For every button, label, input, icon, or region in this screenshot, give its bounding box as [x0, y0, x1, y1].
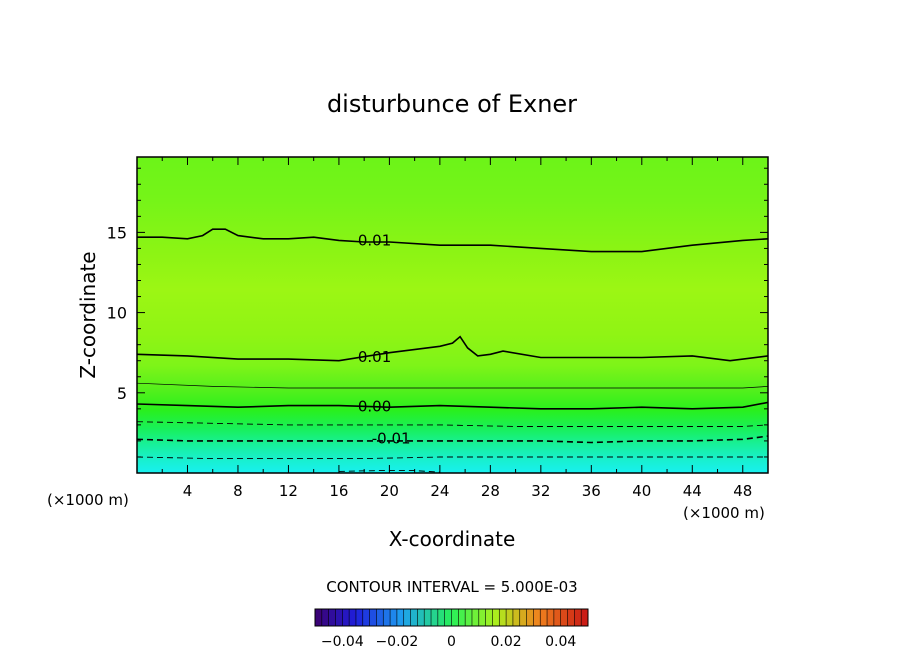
colorbar-swatch — [458, 609, 466, 626]
colorbar-swatch — [376, 609, 384, 626]
colorbar-swatch — [417, 609, 425, 626]
colorbar-swatch — [369, 609, 377, 626]
colorbar-swatch — [431, 609, 439, 626]
contour-label: 0.00 — [358, 398, 391, 416]
colorbar-swatch — [547, 609, 555, 626]
colorbar-swatch — [437, 609, 446, 626]
contour-label: 0.01 — [358, 232, 391, 250]
plot-area: 0.010.010.00-0.01 4 8 12 16 20 24 28 32 36 40 44 48… — [107, 156, 769, 500]
x-axis-unit: (×1000 m) — [683, 504, 765, 522]
x-tick-label: 4 — [183, 482, 193, 500]
contour-line — [137, 228, 768, 253]
colorbar-swatch — [499, 609, 507, 626]
plot-frame — [136, 156, 769, 474]
y-tick-label: 5 — [117, 384, 127, 403]
contour-lines — [137, 228, 768, 473]
colorbar-swatch — [574, 609, 582, 626]
colorbar-swatch — [567, 609, 575, 626]
colorbar-swatch — [526, 609, 534, 626]
contour-line — [137, 401, 768, 410]
x-tick-label: 48 — [733, 482, 752, 500]
colorbar-tick-labels: −0.04 −0.02 0 0.02 0.04 — [321, 634, 577, 650]
colorbar-swatch — [553, 609, 562, 626]
colorbar-swatch — [410, 609, 418, 626]
contour-label: 0.01 — [358, 348, 391, 366]
chart-title: disturbunce of Exner — [327, 90, 577, 118]
y-axis-unit: (×1000 m) — [47, 491, 129, 509]
contour-interval-text: CONTOUR INTERVAL = 5.000E-03 — [326, 578, 577, 596]
colorbar-tick-label: 0.04 — [545, 634, 576, 650]
x-tick-label: 24 — [430, 482, 449, 500]
y-axis-label: Z-coordinate — [76, 251, 100, 378]
colorbar-swatch — [512, 609, 521, 626]
colorbar-tick-label: 0.02 — [491, 634, 522, 650]
colorbar-swatch — [383, 609, 391, 626]
colorbar-swatch — [355, 609, 364, 626]
contour-labels: 0.01 0.01 0.00 -0.01 — [358, 232, 411, 448]
x-tick-label: 8 — [233, 482, 243, 500]
x-tick-label: 44 — [683, 482, 702, 500]
y-tick-label: 15 — [107, 223, 127, 242]
colorbar-swatch — [471, 609, 480, 626]
colorbar-swatch — [581, 609, 589, 626]
colorbar-frame — [314, 608, 589, 627]
colorbar-swatch — [492, 609, 500, 626]
colorbar-swatch — [465, 609, 473, 626]
colorbar-swatch — [451, 609, 459, 626]
colorbar-swatch — [321, 609, 330, 626]
colorbar-swatch — [362, 609, 371, 626]
contour-line — [137, 335, 768, 362]
x-tick-label: 36 — [582, 482, 601, 500]
colorbar-tick-label: −0.02 — [375, 634, 418, 650]
colorbar-swatch — [533, 609, 541, 626]
x-axis-ticks: 4 8 12 16 20 24 28 32 36 40 44 48 — [161, 157, 752, 500]
contour-field — [137, 157, 768, 473]
colorbar-swatch — [349, 609, 357, 626]
colorbar-swatch — [335, 609, 343, 626]
x-tick-label: 16 — [329, 482, 348, 500]
colorbar-swatch — [424, 609, 432, 626]
colorbar-swatch — [519, 609, 528, 626]
y-tick-label: 10 — [107, 304, 127, 323]
colorbar-swatch — [328, 609, 336, 626]
x-tick-label: 12 — [279, 482, 298, 500]
x-tick-label: 28 — [481, 482, 500, 500]
contour-line — [137, 456, 768, 460]
colorbar-swatch — [403, 609, 412, 626]
y-axis-ticks: 5 10 15 — [107, 167, 768, 458]
colorbar-tick-label: 0 — [447, 634, 456, 650]
colorbar-swatch — [540, 609, 548, 626]
colorbar-swatch — [390, 609, 398, 626]
colorbar-swatch — [478, 609, 487, 626]
x-tick-label: 32 — [531, 482, 550, 500]
colorbar-swatch — [444, 609, 452, 626]
colorbar-swatch — [315, 609, 323, 626]
x-tick-label: 40 — [632, 482, 651, 500]
x-tick-label: 20 — [380, 482, 399, 500]
colorbar-swatch — [560, 609, 569, 626]
contour-label: -0.01 — [372, 430, 411, 448]
colorbar-swatch — [485, 609, 493, 626]
colorbar-tick-label: −0.04 — [321, 634, 364, 650]
colorbar-swatch — [506, 609, 514, 626]
colorbar-swatch — [396, 609, 405, 626]
contour-line — [137, 421, 768, 427]
colorbar-swatch — [342, 609, 350, 626]
colorbar — [314, 608, 589, 627]
contour-line — [137, 382, 768, 389]
x-axis-label: X-coordinate — [389, 527, 516, 551]
